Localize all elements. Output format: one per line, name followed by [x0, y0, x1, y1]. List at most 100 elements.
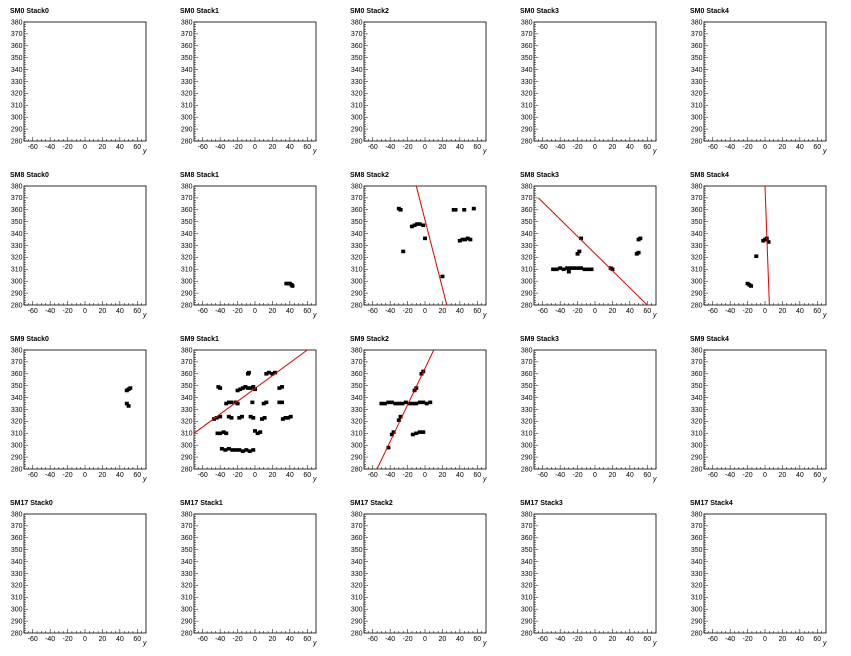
y-tick-label: 290 — [181, 454, 193, 461]
y-tick-label: 360 — [11, 207, 23, 214]
x-tick-label: 60 — [133, 636, 141, 643]
x-tick-label: 0 — [423, 144, 427, 151]
x-tick-label: 0 — [423, 636, 427, 643]
y-tick-label: 310 — [11, 103, 23, 110]
y-tick-label: 340 — [11, 231, 23, 238]
data-point — [235, 401, 240, 406]
y-tick-label: 280 — [351, 630, 363, 637]
data-point — [577, 249, 582, 254]
y-tick-label: 330 — [181, 243, 193, 250]
data-point — [226, 414, 231, 419]
y-tick-label: 280 — [691, 302, 703, 309]
y-tick-label: 300 — [521, 607, 533, 614]
x-tick-label: 20 — [609, 636, 617, 643]
chart-panel: SM8 Stack0 280 290 300 310 320 330 340 350 360 370… — [10, 172, 147, 319]
y-tick-label: 280 — [521, 138, 533, 145]
y-tick-label: 300 — [521, 443, 533, 450]
panel-title: SM0 Stack2 — [350, 8, 389, 15]
data-point — [280, 385, 285, 389]
y-tick-label: 340 — [181, 67, 193, 74]
y-tick-label: 280 — [691, 466, 703, 473]
data-point — [423, 236, 427, 241]
y-tick-label: 300 — [351, 607, 363, 614]
data-point — [424, 401, 429, 406]
panel-title: SM9 Stack3 — [520, 336, 559, 343]
data-point — [280, 417, 285, 421]
y-tick-label: 380 — [11, 347, 23, 354]
data-point — [386, 400, 391, 405]
plot-area — [745, 186, 771, 305]
y-tick-label: 330 — [521, 571, 533, 578]
x-tick-label: 60 — [643, 144, 651, 151]
data-point — [240, 386, 245, 390]
data-point — [235, 388, 240, 393]
panel-title: SM17 Stack0 — [10, 500, 53, 507]
y-tick-label: 300 — [181, 279, 193, 286]
y-tick-label: 290 — [521, 126, 533, 133]
x-tick-label: -20 — [743, 636, 753, 643]
x-tick-label: -60 — [538, 144, 548, 151]
y-tick-label: 320 — [521, 91, 533, 98]
x-tick-label: 60 — [643, 308, 651, 315]
chart-panel: SM0 Stack4 280 290 300 310 320 330 340 350 360 370… — [690, 8, 827, 155]
data-point — [415, 222, 420, 226]
x-tick-label: 60 — [813, 472, 821, 479]
x-tick-label: 40 — [116, 636, 124, 643]
chart-panel: SM17 Stack2 280 290 300 310 320 330 340 350 360 37… — [350, 500, 487, 647]
x-tick-label: 40 — [796, 472, 804, 479]
y-tick-label: 350 — [11, 219, 23, 226]
y-tick-label: 300 — [11, 607, 23, 614]
data-point — [396, 418, 401, 423]
y-tick-label: 370 — [691, 523, 703, 530]
panel-title: SM8 Stack0 — [10, 172, 49, 179]
x-tick-label: 0 — [593, 472, 597, 479]
y-tick-label: 290 — [351, 454, 363, 461]
y-tick-label: 290 — [11, 454, 23, 461]
x-tick-label: -20 — [403, 144, 413, 151]
x-tick-label: 20 — [269, 308, 277, 315]
data-point — [273, 370, 278, 375]
data-point — [219, 446, 224, 451]
data-point — [239, 414, 244, 419]
x-tick-label: 40 — [456, 308, 464, 315]
data-point — [554, 267, 559, 272]
x-axis-label: y — [312, 312, 317, 319]
x-tick-label: -60 — [368, 472, 378, 479]
y-tick-label: 320 — [11, 255, 23, 262]
y-tick-label: 370 — [351, 195, 363, 202]
y-tick-label: 280 — [351, 138, 363, 145]
data-point — [561, 267, 566, 272]
x-tick-label: -40 — [725, 144, 735, 151]
data-point — [579, 236, 584, 241]
x-tick-label: -20 — [63, 636, 73, 643]
data-point — [224, 401, 229, 406]
x-tick-label: 20 — [779, 472, 787, 479]
data-point — [214, 416, 219, 420]
y-tick-label: 330 — [521, 407, 533, 414]
y-tick-label: 340 — [521, 559, 533, 566]
x-axis-label: y — [312, 640, 317, 647]
y-tick-label: 350 — [691, 219, 703, 226]
x-tick-label: -20 — [233, 472, 243, 479]
y-tick-label: 360 — [181, 43, 193, 50]
chart-panel: SM0 Stack2 280 290 300 310 320 330 340 350 360 370… — [350, 8, 487, 155]
y-tick-label: 350 — [351, 219, 363, 226]
data-point — [128, 386, 133, 390]
y-tick-label: 370 — [181, 31, 193, 38]
panel-title: SM0 Stack0 — [10, 8, 49, 15]
plot-frame — [193, 513, 317, 634]
x-tick-label: -20 — [573, 308, 583, 315]
y-tick-label: 340 — [521, 67, 533, 74]
y-tick-label: 360 — [351, 43, 363, 50]
y-tick-label: 350 — [521, 219, 533, 226]
y-tick-label: 300 — [521, 279, 533, 286]
y-tick-label: 360 — [351, 207, 363, 214]
plot-frame — [363, 185, 487, 306]
panel-title: SM0 Stack4 — [690, 8, 729, 15]
y-tick-label: 380 — [521, 347, 533, 354]
y-tick-label: 370 — [181, 523, 193, 530]
x-tick-label: 40 — [796, 144, 804, 151]
data-point — [417, 222, 422, 226]
y-tick-label: 350 — [691, 547, 703, 554]
